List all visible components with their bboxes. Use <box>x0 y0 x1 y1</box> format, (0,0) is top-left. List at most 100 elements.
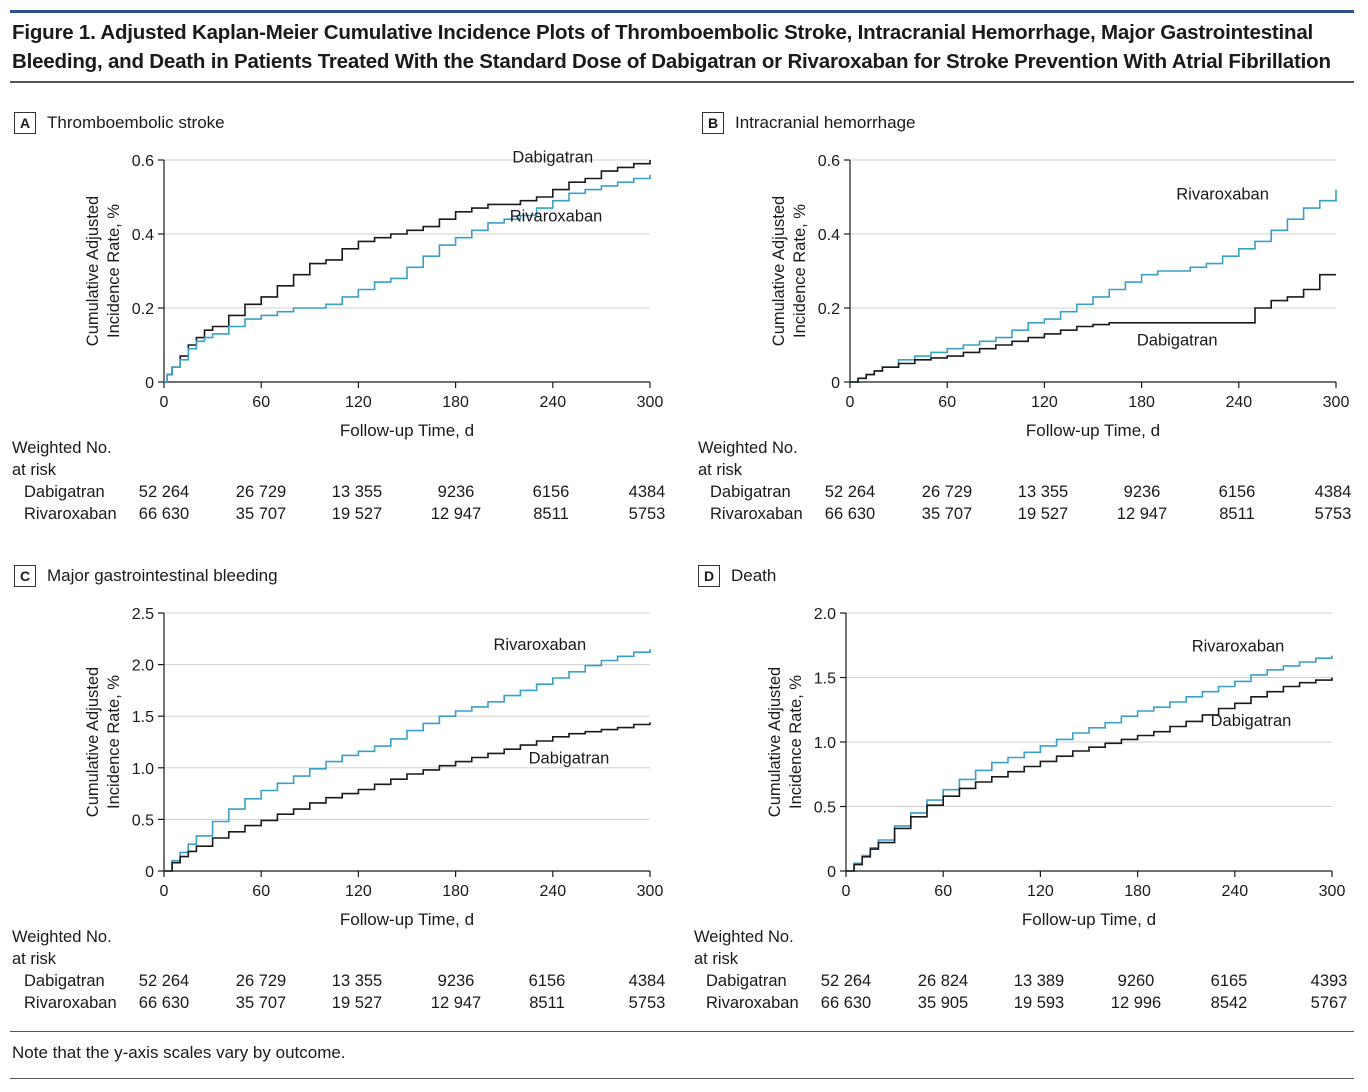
x-axis-label: Follow-up Time, d <box>1026 421 1160 440</box>
series-label-dabigatran: Dabigatran <box>1137 331 1218 349</box>
x-tick-label: 60 <box>252 394 270 411</box>
risk-value: 19 527 <box>1017 505 1069 523</box>
y-tick-label: 1.5 <box>132 709 154 726</box>
x-tick-label: 120 <box>1031 394 1058 411</box>
risk-heading-line2: at risk <box>12 950 57 968</box>
chart-death: 0 0.5 1.0 1.5 2.0 0 60 120 180 240 300 Follow-up Ti… <box>766 606 1346 929</box>
series-line-rivaroxaban <box>846 655 1333 872</box>
panel-letter: D <box>698 565 720 587</box>
risk-value: 12 947 <box>430 505 482 523</box>
y-tick-label: 0 <box>831 375 840 392</box>
y-axis-label: Cumulative Adjusted <box>84 667 102 817</box>
chart-intracranial-hemorrhage: 0 0.2 0.4 0.6 0 60 120 180 240 300 Follow-up Time,… <box>770 153 1349 440</box>
series-line-dabigatran <box>846 677 1333 872</box>
risk-value: 9260 <box>1117 972 1155 990</box>
panel-title: Major gastrointestinal bleeding <box>47 566 278 585</box>
x-axis-label: Follow-up Time, d <box>340 421 474 440</box>
x-tick-label: 240 <box>539 394 566 411</box>
risk-value: 9236 <box>1123 483 1161 501</box>
panel-header: D Death <box>698 563 776 589</box>
y-tick-label: 0 <box>145 375 154 392</box>
x-tick-label: 60 <box>934 883 952 900</box>
y-axis-label: Cumulative Adjusted <box>770 196 788 346</box>
x-tick-label: 300 <box>637 883 664 900</box>
x-tick-label: 60 <box>252 883 270 900</box>
panel-header: A Thromboembolic stroke <box>14 110 225 136</box>
y-tick-label: 1.5 <box>814 671 836 688</box>
y-tick-label: 0.4 <box>818 227 840 244</box>
risk-value: 26 824 <box>917 972 969 990</box>
panel-a: A Thromboembolic stroke 0 0.2 0.4 0.6 0 60 120… <box>0 110 670 562</box>
risk-value: 52 264 <box>824 483 876 501</box>
risk-row-label: Dabigatran <box>706 972 787 990</box>
risk-value: 12 947 <box>430 994 482 1012</box>
risk-value: 52 264 <box>820 972 872 990</box>
risk-row-label: Dabigatran <box>710 483 791 501</box>
risk-value: 52 264 <box>138 483 190 501</box>
x-tick-label: 0 <box>160 394 169 411</box>
risk-heading-line2: at risk <box>698 461 743 479</box>
panel-title: Death <box>731 566 777 585</box>
risk-row-label: Rivaroxaban <box>706 994 799 1012</box>
x-tick-label: 240 <box>539 883 566 900</box>
risk-value: 8511 <box>533 505 569 523</box>
risk-row-label: Rivaroxaban <box>710 505 803 523</box>
y-tick-label: 0.2 <box>132 301 154 318</box>
risk-value: 8511 <box>1219 505 1255 523</box>
x-tick-label: 120 <box>345 883 372 900</box>
risk-value: 13 355 <box>331 972 383 990</box>
risk-row-label: Rivaroxaban <box>24 994 117 1012</box>
risk-value: 19 593 <box>1013 994 1065 1012</box>
y-tick-label: 2.0 <box>132 658 154 675</box>
series-line-rivaroxaban <box>850 189 1337 383</box>
y-axis-label: Cumulative Adjusted <box>766 667 784 817</box>
risk-value: 35 707 <box>235 994 287 1012</box>
risk-heading: Weighted No. at risk <box>694 926 794 970</box>
x-tick-label: 300 <box>1319 883 1346 900</box>
y-tick-label: 0.5 <box>132 812 154 829</box>
risk-value: 4393 <box>1310 972 1348 990</box>
risk-heading: Weighted No. at risk <box>698 437 798 481</box>
risk-value: 19 527 <box>331 994 383 1012</box>
panel-letter: B <box>702 112 724 134</box>
footer-rule <box>10 1078 1354 1079</box>
risk-value: 13 355 <box>331 483 383 501</box>
risk-row-label: Rivaroxaban <box>24 505 117 523</box>
risk-row-rivaroxaban: Rivaroxaban 66 630 35 707 19 527 12 947 … <box>0 992 670 1014</box>
y-axis-label: Incidence Rate, % <box>105 204 123 338</box>
accent-rule <box>10 10 1354 13</box>
risk-value: 35 905 <box>917 994 969 1012</box>
risk-value: 5767 <box>1310 994 1348 1012</box>
risk-value: 12 947 <box>1116 505 1168 523</box>
x-tick-label: 0 <box>160 883 169 900</box>
chart-major-gi-bleeding: 0 0.5 1.0 1.5 2.0 2.5 0 60 120 180 240 300 Follow-up… <box>84 606 664 929</box>
x-tick-label: 60 <box>938 394 956 411</box>
series-label-rivaroxaban: Rivaroxaban <box>1176 185 1269 203</box>
risk-row-dabigatran: Dabigatran 52 264 26 729 13 355 9236 615… <box>0 481 670 503</box>
risk-value: 6156 <box>532 483 570 501</box>
series-line-rivaroxaban <box>164 649 651 872</box>
series-label-dabigatran: Dabigatran <box>512 148 593 166</box>
series-label-rivaroxaban: Rivaroxaban <box>510 208 603 226</box>
footer-divider <box>10 1031 1354 1032</box>
risk-value: 13 355 <box>1017 483 1069 501</box>
risk-value: 5753 <box>628 994 666 1012</box>
y-tick-label: 0.5 <box>814 800 836 817</box>
risk-value: 66 630 <box>824 505 876 523</box>
risk-heading-line1: Weighted No. <box>694 928 794 946</box>
series-label-dabigatran: Dabigatran <box>529 749 610 767</box>
y-tick-label: 2.5 <box>132 606 154 623</box>
series-line-rivaroxaban <box>164 174 651 383</box>
series-label-dabigatran: Dabigatran <box>1211 712 1292 730</box>
x-tick-label: 300 <box>637 394 664 411</box>
risk-value: 5753 <box>1314 505 1352 523</box>
risk-heading-line2: at risk <box>12 461 57 479</box>
x-tick-label: 0 <box>842 883 851 900</box>
y-tick-label: 1.0 <box>132 761 154 778</box>
panel-letter: C <box>14 565 36 587</box>
risk-value: 35 707 <box>921 505 973 523</box>
risk-row-dabigatran: Dabigatran 52 264 26 824 13 389 9260 616… <box>682 970 1352 992</box>
y-tick-label: 0.6 <box>818 153 840 170</box>
title-divider <box>10 81 1354 83</box>
x-tick-label: 120 <box>345 394 372 411</box>
